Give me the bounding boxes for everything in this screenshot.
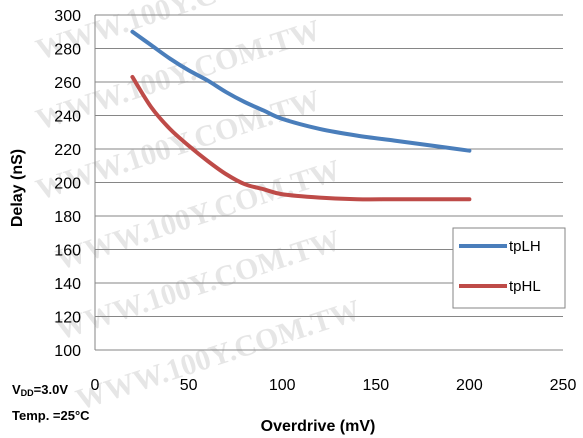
vdd-subscript: DD [20, 388, 34, 398]
watermark-layer: WWW.100Y.COM.TWWWW.100Y.COM.TWWWW.100Y.C… [32, 0, 365, 417]
vdd-value: =3.0V [33, 382, 69, 397]
x-tick-labels: 0 50 100 150 200 250 [91, 377, 577, 394]
legend-box [452, 227, 566, 309]
legend-label-tpHL: tpHL [509, 278, 541, 295]
legend-label-tpLH: tpLH [509, 238, 541, 255]
y-tick-labels: 100 120 140 160 180 200 220 240 260 280 300 [54, 8, 81, 360]
y-tick-label: 120 [54, 310, 81, 327]
y-axis-title: Delay (nS) [9, 149, 26, 227]
y-tick-label: 160 [54, 243, 81, 260]
vdd-condition: VDD=3.0V [12, 382, 68, 398]
series-line-tpLH [130, 29, 472, 153]
y-tick-label: 220 [54, 142, 81, 159]
temp-condition: Temp. =25°C [12, 408, 90, 423]
y-tick-label: 140 [54, 276, 81, 293]
y-tick-label: 240 [54, 109, 81, 126]
x-tick-label: 0 [91, 377, 100, 394]
y-tick-label: 280 [54, 42, 81, 59]
y-tick-label: 260 [54, 75, 81, 92]
x-tick-label: 150 [362, 377, 389, 394]
series-line-tpHL [130, 74, 472, 202]
series-lines [130, 29, 472, 202]
x-tick-label: 50 [180, 377, 198, 394]
y-tick-label: 200 [54, 176, 81, 193]
x-axis-title: Overdrive (mV) [261, 418, 376, 435]
x-tick-label: 200 [456, 377, 483, 394]
legend: tpLH tpHL [452, 227, 566, 309]
x-tick-label: 100 [269, 377, 296, 394]
y-tick-label: 300 [54, 8, 81, 25]
y-tick-label: 100 [54, 343, 81, 360]
x-tick-label: 250 [550, 377, 577, 394]
vdd-symbol: V [12, 382, 21, 397]
y-tick-label: 180 [54, 209, 81, 226]
